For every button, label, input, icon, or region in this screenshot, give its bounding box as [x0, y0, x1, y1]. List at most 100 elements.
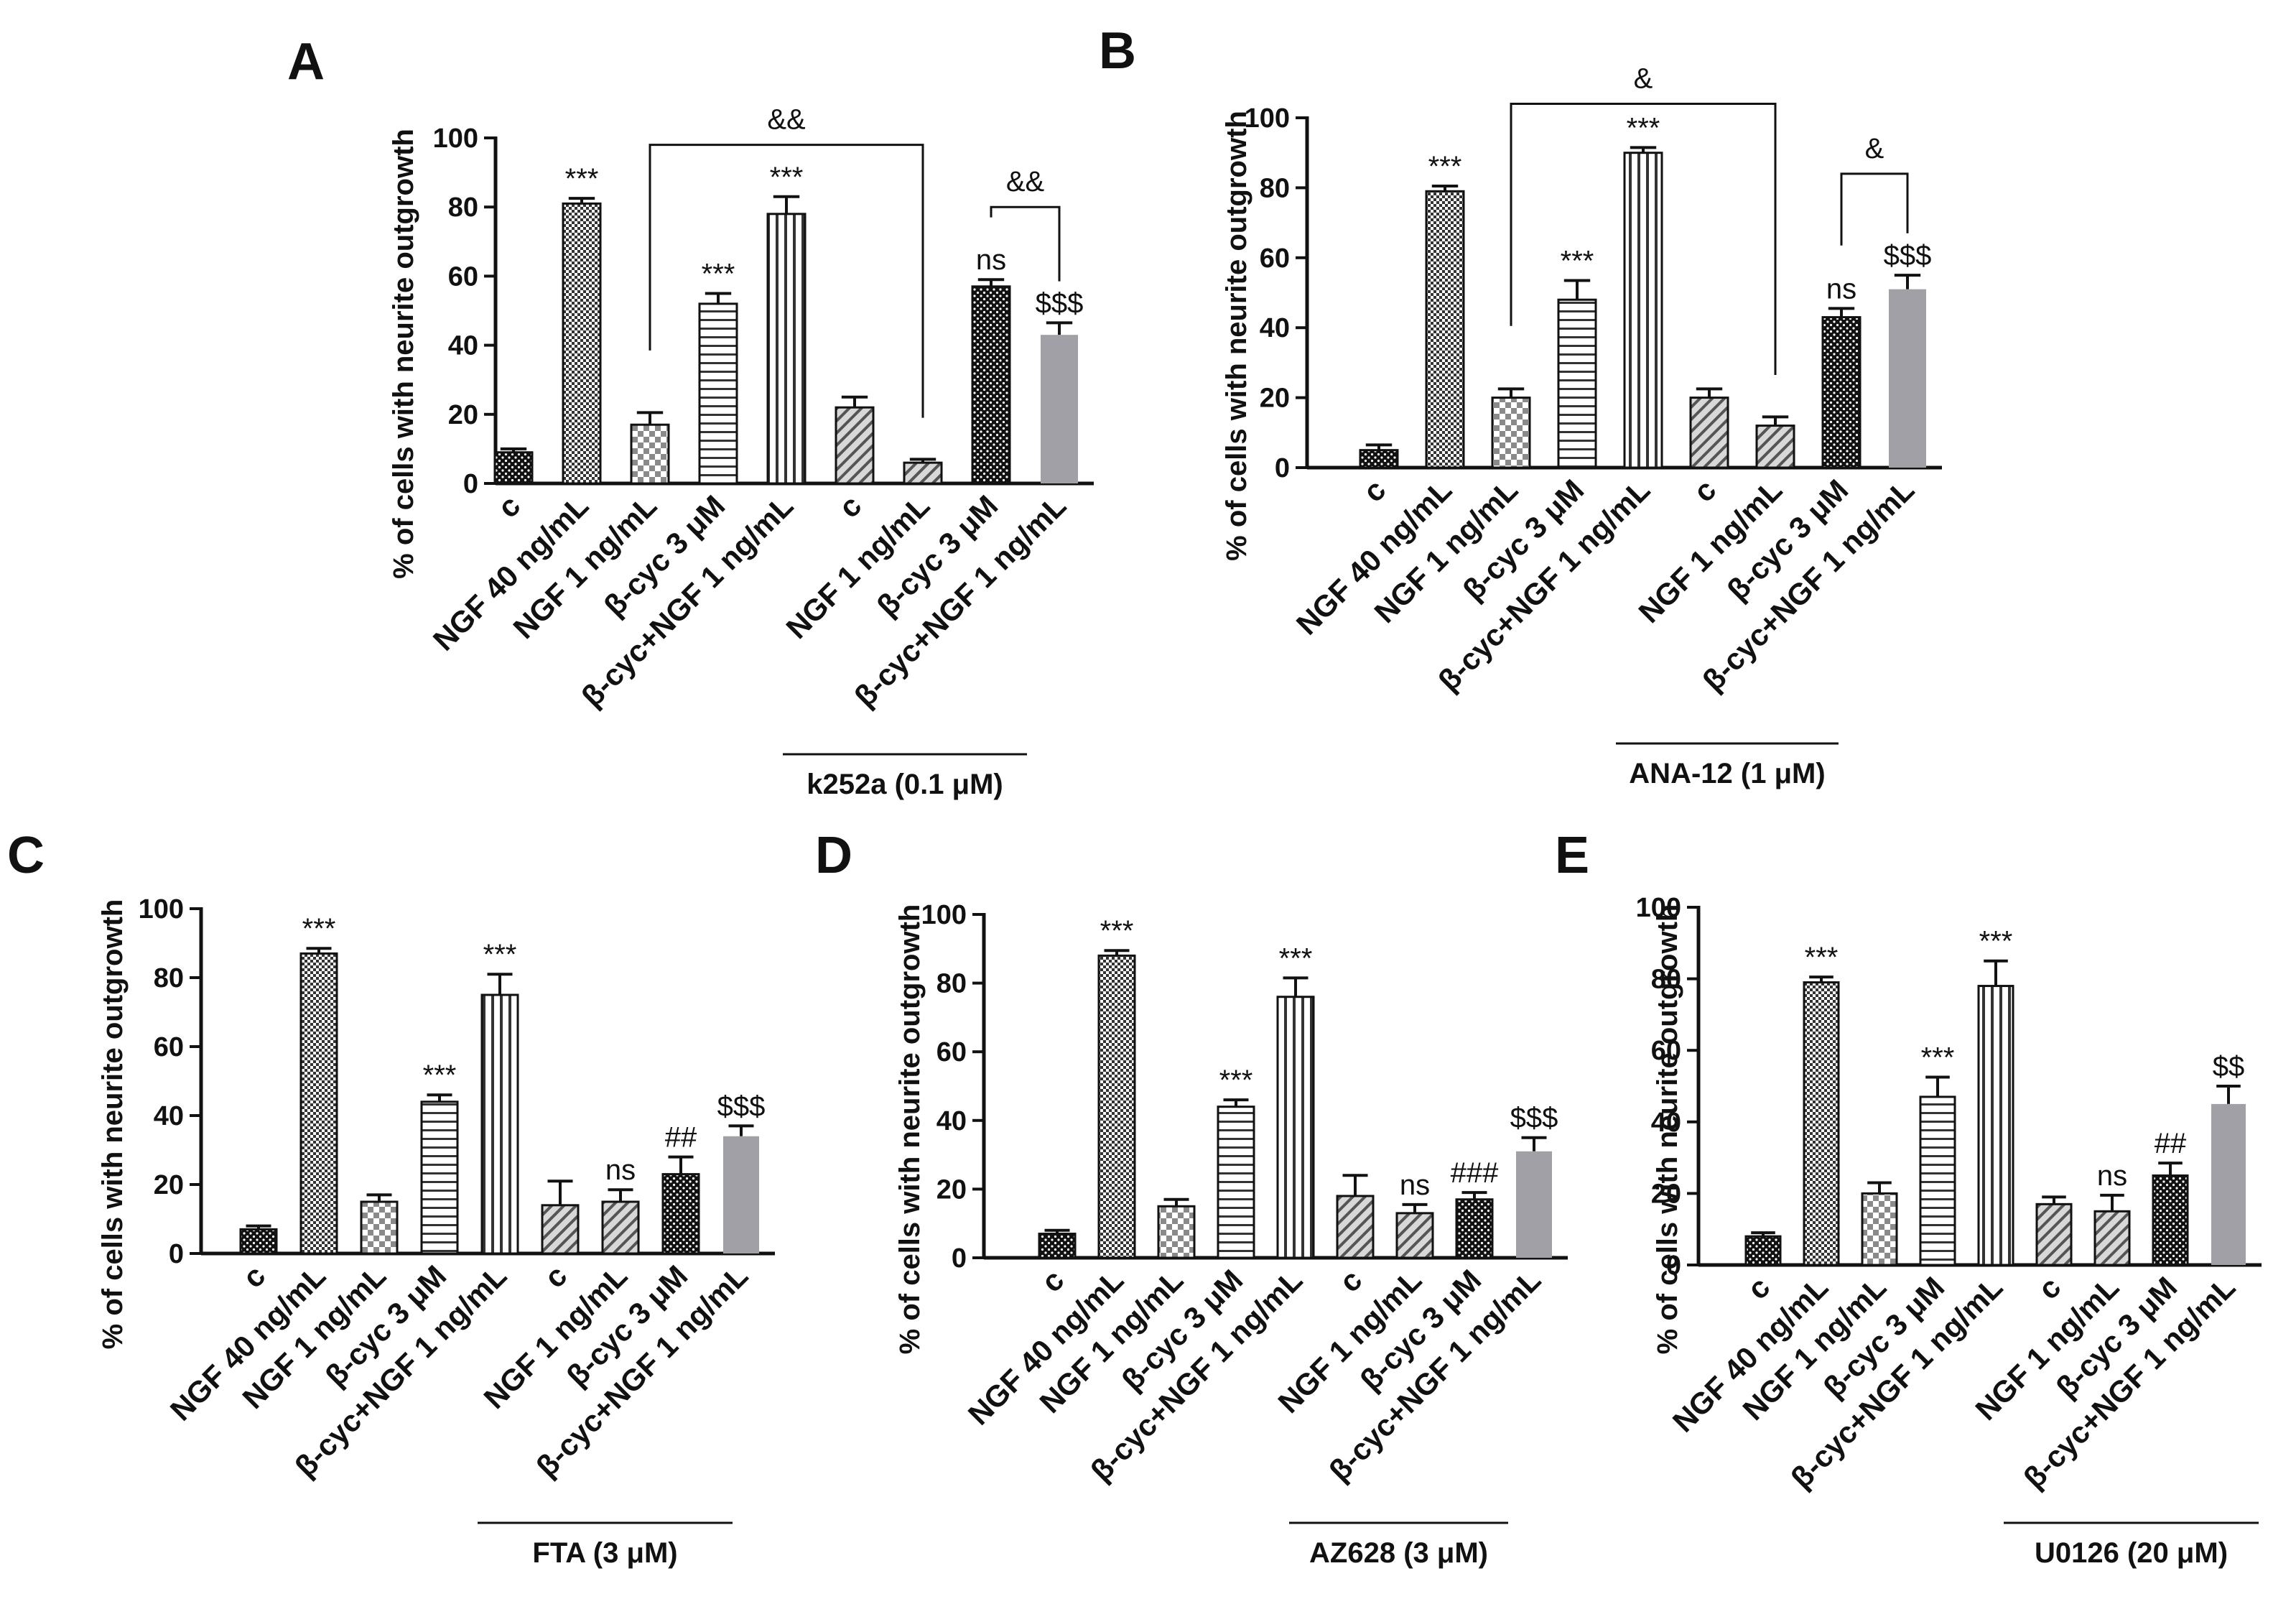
- panel-letter: C: [7, 827, 45, 884]
- inhibitor-label: ANA-12 (1 μM): [1629, 758, 1825, 789]
- bar: [1276, 996, 1315, 1259]
- significance-label: ***: [1100, 915, 1134, 947]
- y-tick-label: 0: [1275, 453, 1290, 483]
- bar: [1157, 1205, 1196, 1259]
- bar: [1217, 1106, 1255, 1259]
- significance-label: $$$: [1036, 287, 1084, 319]
- bar: [2035, 1202, 2073, 1266]
- comparison-bracket: [990, 205, 1061, 282]
- significance-label: ###: [1451, 1157, 1499, 1189]
- significance-label: ***: [1561, 245, 1594, 277]
- y-axis-label: % of cells with neurite outgrowth: [97, 899, 129, 1350]
- bar: [1336, 1195, 1375, 1259]
- category-label: c: [1357, 473, 1393, 509]
- y-tick-label: 20: [154, 1170, 184, 1200]
- significance-label: ***: [1979, 926, 2013, 958]
- y-tick-label: 0: [952, 1243, 967, 1274]
- bar: [661, 1173, 700, 1255]
- panel-b: B % of cells with neurite outgrowth 0 20 40 6…: [1099, 22, 1942, 789]
- category-label: c: [538, 1259, 574, 1294]
- bar: [2211, 1103, 2246, 1265]
- bar: [1557, 298, 1597, 469]
- bar: [1359, 449, 1399, 469]
- y-tick-label: 20: [936, 1174, 967, 1205]
- significance-label: ***: [1627, 112, 1660, 144]
- bar: [903, 461, 943, 485]
- y-tick-label: 100: [1245, 103, 1290, 134]
- bracket-label: &&: [767, 104, 806, 136]
- y-tick-label: 0: [169, 1239, 184, 1269]
- bar: [1455, 1198, 1494, 1259]
- bar: [1623, 152, 1663, 469]
- category-label: c: [1035, 1263, 1071, 1299]
- y-tick-label: 80: [154, 963, 184, 993]
- bar: [562, 202, 602, 485]
- bracket-label: &: [1634, 63, 1653, 95]
- y-tick-label: 0: [463, 469, 478, 499]
- comparison-bracket: [1840, 172, 1909, 246]
- bar: [1097, 954, 1136, 1259]
- bar: [541, 1204, 580, 1255]
- y-tick-label: 20: [1260, 384, 1290, 414]
- bar: [723, 1136, 759, 1253]
- bar: [1491, 397, 1531, 469]
- significance-label: ***: [1428, 151, 1462, 182]
- bar: [1919, 1095, 1956, 1266]
- y-tick-label: 0: [1666, 1251, 1681, 1281]
- inhibitor-label: FTA (3 μM): [532, 1537, 677, 1569]
- significance-label: $$$: [1510, 1103, 1558, 1134]
- y-tick-label: 80: [448, 193, 478, 223]
- significance-label: ns: [1400, 1169, 1430, 1201]
- bar: [601, 1200, 640, 1255]
- significance-label: ***: [770, 162, 804, 193]
- y-axis-label: % of cells with neurite outgrowth: [1221, 111, 1252, 561]
- significance-label: ***: [1279, 942, 1313, 974]
- y-tick-label: 40: [448, 331, 478, 361]
- bar: [630, 423, 670, 485]
- category-label: c: [236, 1259, 272, 1294]
- y-tick-label: 20: [448, 400, 478, 430]
- bar: [2152, 1174, 2189, 1266]
- y-tick-label: 100: [433, 124, 478, 154]
- bar: [1803, 981, 1840, 1266]
- panel-letter: B: [1099, 22, 1136, 80]
- comparison-bracket: [649, 144, 924, 418]
- y-tick-label: 40: [154, 1101, 184, 1131]
- category-label: c: [832, 488, 868, 524]
- significance-label: ##: [2155, 1128, 2187, 1159]
- category-label: c: [2032, 1270, 2068, 1306]
- y-tick-label: 60: [448, 261, 478, 292]
- y-tick-label: 40: [936, 1106, 967, 1136]
- bar: [299, 952, 338, 1255]
- significance-label: ***: [302, 913, 336, 945]
- significance-label: ***: [483, 939, 517, 970]
- significance-label: $$$: [1884, 240, 1932, 272]
- significance-label: ns: [605, 1154, 636, 1186]
- panel-c: C % of cells with neurite outgrowth 0 20 40 6…: [7, 827, 775, 1569]
- bar: [1425, 190, 1465, 469]
- category-label: c: [1741, 1270, 1777, 1306]
- panel-letter: D: [815, 827, 852, 884]
- significance-label: ***: [702, 258, 735, 289]
- bar: [2093, 1210, 2131, 1266]
- panel-a: A % of cells with neurite outgrowth 0 20 40 6…: [287, 33, 1094, 800]
- bar: [360, 1200, 399, 1255]
- bar: [480, 993, 519, 1255]
- y-tick-label: 40: [1260, 313, 1290, 343]
- category-label: c: [1333, 1263, 1369, 1299]
- significance-label: ***: [423, 1060, 457, 1091]
- significance-label: ns: [2097, 1160, 2127, 1192]
- bar: [1977, 985, 2014, 1266]
- significance-label: ##: [665, 1122, 697, 1154]
- significance-label: ns: [1826, 273, 1856, 305]
- bar: [1889, 289, 1926, 468]
- significance-label: $$: [2213, 1051, 2245, 1083]
- y-tick-label: 80: [936, 969, 967, 999]
- panel-letter: E: [1555, 827, 1589, 884]
- significance-label: ***: [1805, 942, 1839, 973]
- y-tick-label: 60: [154, 1032, 184, 1062]
- bar: [420, 1100, 459, 1255]
- y-tick-label: 60: [1651, 1036, 1681, 1066]
- bar: [971, 285, 1011, 485]
- significance-label: ***: [565, 163, 599, 195]
